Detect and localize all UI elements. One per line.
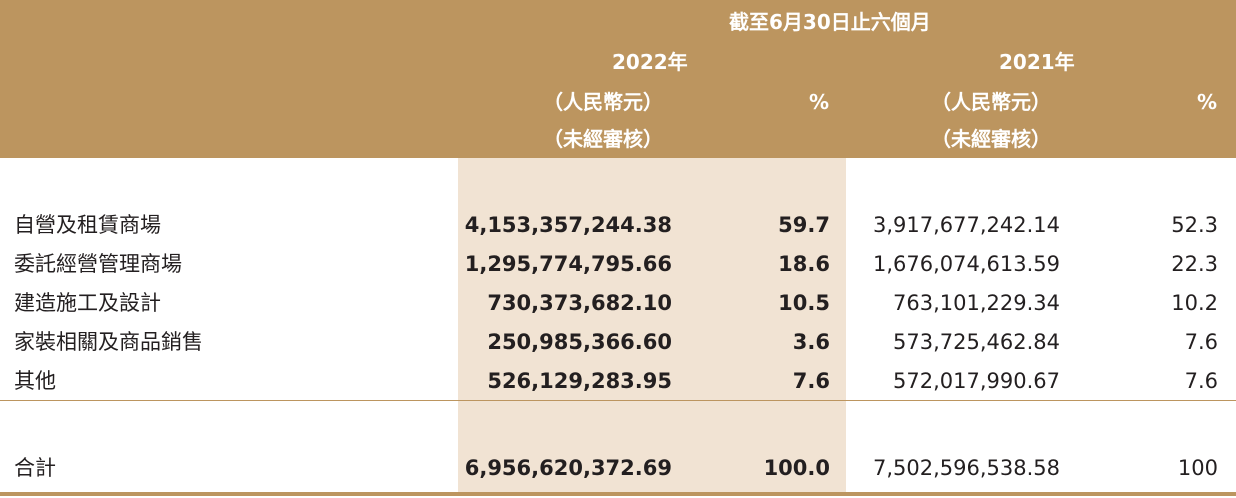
percent-2022: 18.6 bbox=[778, 252, 830, 276]
value-2022: 4,153,357,244.38 bbox=[464, 213, 672, 237]
value-2022: 526,129,283.95 bbox=[487, 369, 672, 393]
row-label: 其他 bbox=[14, 369, 56, 393]
current-period-shading bbox=[458, 158, 846, 493]
total-value-2022: 6,956,620,372.69 bbox=[464, 456, 672, 480]
value-2021: 572,017,990.67 bbox=[893, 369, 1060, 393]
row-label: 建造施工及設計 bbox=[14, 291, 161, 315]
audit-2021: （未經審核） bbox=[931, 127, 1051, 151]
bottom-rule bbox=[0, 492, 1236, 496]
percent-2022-heading: % bbox=[809, 90, 830, 114]
total-label: 合計 bbox=[14, 456, 56, 480]
percent-2022: 10.5 bbox=[778, 291, 830, 315]
value-2021: 763,101,229.34 bbox=[893, 291, 1060, 315]
percent-2022: 3.6 bbox=[792, 330, 830, 354]
value-2022: 730,373,682.10 bbox=[487, 291, 672, 315]
percent-2021: 10.2 bbox=[1171, 291, 1218, 315]
table-header bbox=[0, 0, 1236, 158]
period-heading: 截至6月30日止六個月 bbox=[729, 10, 931, 34]
currency-2021: （人民幣元） bbox=[931, 90, 1051, 114]
total-value-2021: 7,502,596,538.58 bbox=[872, 456, 1060, 480]
audit-2022: （未經審核） bbox=[543, 127, 663, 151]
value-2022: 1,295,774,795.66 bbox=[464, 252, 672, 276]
currency-2022: （人民幣元） bbox=[543, 90, 663, 114]
value-2021: 1,676,074,613.59 bbox=[872, 252, 1060, 276]
row-label: 委託經營管理商場 bbox=[14, 252, 182, 276]
percent-2021-heading: % bbox=[1197, 90, 1218, 114]
percent-2021: 7.6 bbox=[1184, 330, 1218, 354]
percent-2022: 7.6 bbox=[792, 369, 830, 393]
total-percent-2022: 100.0 bbox=[763, 456, 830, 480]
value-2021: 573,725,462.84 bbox=[893, 330, 1060, 354]
percent-2021: 52.3 bbox=[1171, 213, 1218, 237]
percent-2021: 22.3 bbox=[1171, 252, 1218, 276]
divider bbox=[0, 400, 1236, 401]
year-2022-heading: 2022年 bbox=[612, 50, 688, 74]
year-2021-heading: 2021年 bbox=[999, 50, 1075, 74]
value-2021: 3,917,677,242.14 bbox=[872, 213, 1060, 237]
value-2022: 250,985,366.60 bbox=[487, 330, 672, 354]
percent-2021: 7.6 bbox=[1184, 369, 1218, 393]
percent-2022: 59.7 bbox=[778, 213, 830, 237]
row-label: 家裝相關及商品銷售 bbox=[14, 330, 203, 354]
total-percent-2021: 100 bbox=[1177, 456, 1218, 480]
row-label: 自營及租賃商場 bbox=[14, 213, 161, 237]
